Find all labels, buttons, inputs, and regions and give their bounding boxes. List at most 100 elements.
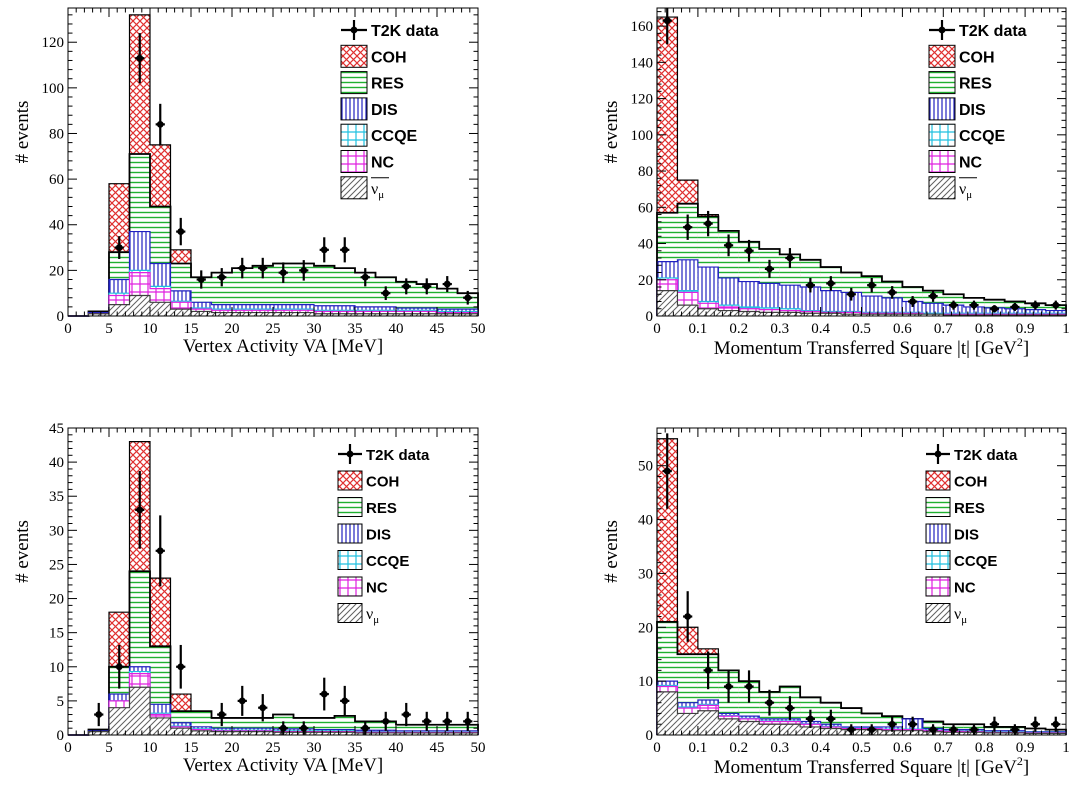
data-point [1010,724,1020,735]
y-tick-label: 120 [631,92,654,108]
x-tick-label: 0.3 [770,740,789,756]
bar-nu-tl-9 [252,312,273,316]
data-point [662,433,672,509]
data-point [826,709,836,728]
bar-nu-br-11 [881,730,903,735]
data-point [442,276,452,293]
y-tick-label: 20 [49,263,64,279]
x-tick-label: 0.8 [975,740,994,756]
data-point [360,268,370,287]
x-tick-label: 0.2 [729,321,748,337]
data-point [340,237,350,263]
x-tick-label: 20 [225,740,240,756]
y-axis-br: 0 10 20 30 40 50 [638,432,1066,744]
data-point [360,721,370,735]
outline-res-tl [68,153,479,317]
y-tick-label: 80 [49,126,64,142]
bar-dis-tr-7 [800,287,821,316]
y-tick-label: 5 [57,694,65,710]
legend-item-nc: NC [928,150,983,173]
data-point [422,711,432,731]
data-point [1051,300,1061,310]
data-point [683,214,693,240]
bar-nu-tr-6 [779,312,801,316]
legend-label: CCQE [371,128,418,145]
legend-item-data: T2K data [341,20,439,40]
bar-nu-bl-18 [437,732,458,735]
x-tick-label: 0.9 [1016,740,1035,756]
y-tick-label: 50 [638,459,653,475]
legend-item-ccqe: CCQE [925,550,997,570]
legend-item-dis: DIS [340,97,398,121]
data-point [785,696,795,720]
y-tick-label: 60 [49,172,64,188]
x-tick-label: 10 [143,321,158,337]
x-axis-title: Vertex Activity VA [MeV] [183,336,383,357]
y-tick-label: 20 [49,592,64,608]
data-point [723,234,734,257]
bar-nu-tr-4 [738,311,760,316]
data-point [744,670,754,703]
data-point [299,260,309,281]
x-tick-label: 0.6 [893,321,912,337]
legend-label: T2K data [959,23,1027,40]
legend-item-coh: COH [928,44,995,68]
bar-nu-tr-0 [657,290,678,316]
bar-nu-tl-11 [293,312,314,316]
y-tick-label: 140 [631,55,654,71]
y-tick-label: 100 [42,81,65,97]
x-tick-label: 15 [184,740,199,756]
outline-nu-br [656,691,1067,735]
x-tick-label: 0.1 [689,740,708,756]
legend-label: T2K data [366,447,430,464]
legend-item-nu: νμ [337,603,379,626]
bar-nu-tr-1 [677,305,698,316]
data-point [928,290,938,302]
legend-item-dis: DIS [925,523,979,544]
x-axis-title: Momentum Transferred Square |t| [GeV2] [714,754,1029,778]
x-axis-br: 0 0.1 0.2 0.3 0.4 0.5 0.6 0.7 0.8 0.9 1 [653,428,1070,756]
data-point [196,270,206,289]
bar-nu-tr-8 [820,313,842,316]
bar-nu-bl-13 [334,732,355,735]
bar-nu-tr-12 [902,314,923,316]
bar-dis-tr-9 [841,292,862,316]
bar-nu-tl-4 [150,302,171,316]
bar-nu-tl-16 [396,313,417,316]
data-point [969,300,979,310]
data-point [989,305,1000,313]
bar-dis-tr-10 [861,296,882,316]
data-point [258,694,268,722]
bar-nu-tr-11 [881,314,903,316]
data-point [135,470,145,549]
bar-nu-tr-10 [861,314,882,316]
x-tick-label: 50 [471,321,486,337]
legend-label: CCQE [959,128,1006,145]
data-point [176,644,186,689]
data-point [278,721,288,735]
panel-momentum-transfer-top: 0 0.1 0.2 0.3 0.4 0.5 0.6 0.7 0.8 0.9 1 0 20 40 60 80 10… [601,7,1070,359]
data-point [703,210,713,237]
legend-item-nu: νμ [925,603,967,626]
outline-nu-tl [68,294,479,317]
legend-item-ccqe: CCQE [337,550,409,570]
legend-label: DIS [959,102,986,119]
bar-nu-br-3 [718,718,739,735]
x-tick-label: 0 [653,740,661,756]
y-axis-title: # events [601,101,622,164]
data-point [989,716,1000,732]
data-point [1010,302,1020,311]
bar-nu-tl-8 [232,312,253,316]
y-axis-title: # events [601,520,622,583]
data-point [908,716,918,732]
legend-label: DIS [371,102,398,119]
bar-nu-bl-4 [150,717,171,735]
legend-label: COH [371,49,407,66]
x-tick-label: 0 [64,740,72,756]
x-tick-label: 0.1 [689,321,708,337]
legend-label: RES [371,76,404,93]
legend-label: DIS [954,527,979,544]
panel-momentum-transfer-bottom: 0 0.1 0.2 0.3 0.4 0.5 0.6 0.7 0.8 0.9 101020304050… [601,427,1070,778]
bar-nu-tr-3 [718,310,739,316]
